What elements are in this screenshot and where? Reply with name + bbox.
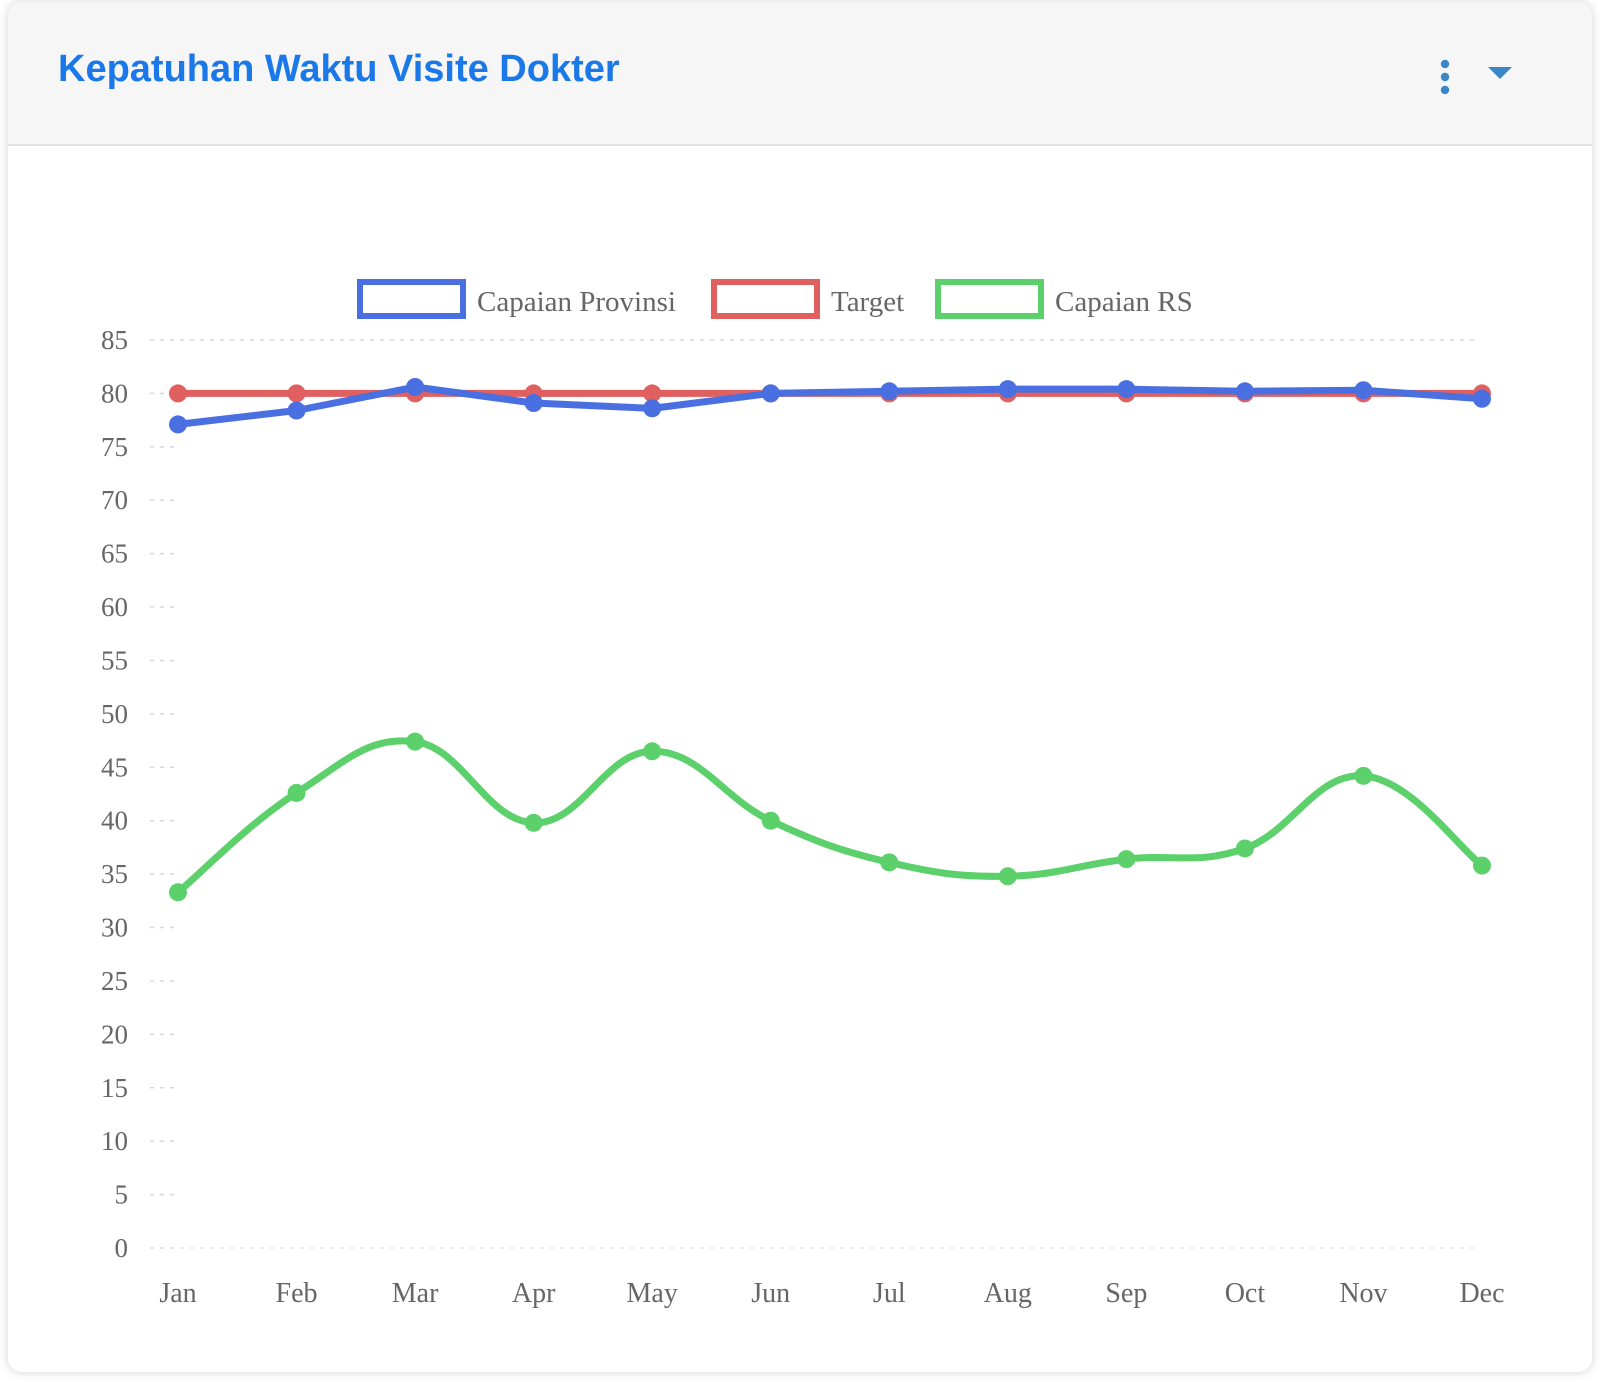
data-point-capaian-provinsi	[1117, 380, 1136, 399]
y-tick-label: 70	[101, 485, 128, 515]
y-tick-label: 35	[101, 859, 128, 889]
data-point-capaian-provinsi	[524, 394, 543, 413]
data-point-capaian-provinsi	[287, 401, 306, 420]
data-point-capaian-rs	[998, 867, 1017, 886]
y-tick-label: 75	[101, 432, 128, 462]
data-point-capaian-provinsi	[1354, 381, 1373, 400]
x-tick-label: Sep	[1105, 1278, 1147, 1309]
x-axis: Jan Feb Mar Apr May Jun Jul Aug Sep Oct Nov Dec	[159, 1278, 1504, 1309]
x-tick-label: Nov	[1339, 1278, 1387, 1309]
y-axis: 0 5 10 15 20 25 30 35 40 45 50 55 60 65 70 75 80 85	[101, 325, 128, 1263]
y-tick-label: 0	[115, 1233, 129, 1263]
card-header: Kepatuhan Waktu Visite Dokter	[8, 2, 1592, 146]
more-vertical-icon[interactable]	[1436, 58, 1454, 98]
x-tick-label: Oct	[1225, 1278, 1266, 1309]
y-tick-label: 5	[115, 1180, 129, 1210]
legend-swatch	[935, 279, 1044, 319]
data-point-capaian-provinsi	[761, 384, 780, 403]
grid-lines	[150, 339, 1480, 1249]
data-point-target	[169, 384, 187, 403]
data-point-capaian-rs	[1473, 856, 1491, 875]
legend-label: Target	[831, 286, 904, 318]
data-point-capaian-rs	[761, 811, 780, 830]
x-tick-label: Mar	[392, 1278, 439, 1309]
data-point-capaian-rs	[1117, 850, 1136, 869]
y-tick-label: 65	[101, 539, 128, 569]
x-tick-label: Apr	[512, 1278, 556, 1309]
legend-label: Capaian Provinsi	[477, 286, 676, 318]
data-point-capaian-rs	[406, 732, 425, 751]
data-point-capaian-provinsi	[998, 380, 1017, 399]
y-tick-label: 85	[101, 325, 128, 355]
data-point-capaian-provinsi	[880, 382, 899, 401]
series-line-capaian-provinsi	[174, 383, 1486, 428]
data-point-capaian-rs	[169, 883, 187, 902]
series-line-capaian-rs	[174, 737, 1486, 896]
data-point-capaian-provinsi	[643, 399, 662, 418]
y-tick-label: 40	[101, 806, 128, 836]
data-point-capaian-provinsi	[169, 415, 187, 434]
y-tick-label: 20	[101, 1019, 128, 1049]
chart-card: Kepatuhan Waktu Visite Dokter	[8, 2, 1592, 1372]
x-tick-label: Aug	[984, 1278, 1032, 1309]
y-tick-label: 50	[101, 699, 128, 729]
data-point-capaian-rs	[287, 783, 306, 802]
y-tick-label: 10	[101, 1126, 128, 1156]
legend-swatch	[711, 279, 820, 319]
x-tick-label: Feb	[276, 1278, 318, 1309]
card-title: Kepatuhan Waktu Visite Dokter	[58, 48, 620, 90]
data-point-capaian-provinsi	[1473, 389, 1491, 408]
x-tick-label: Dec	[1459, 1278, 1504, 1309]
y-tick-label: 55	[101, 645, 128, 675]
legend-swatch	[357, 279, 466, 319]
y-tick-label: 25	[101, 966, 128, 996]
x-tick-label: Jan	[159, 1278, 196, 1309]
data-point-capaian-rs	[880, 853, 899, 872]
legend: Capaian Provinsi Target Capaian RS	[357, 279, 1193, 319]
y-tick-label: 80	[101, 378, 128, 408]
data-point-capaian-rs	[1235, 839, 1254, 858]
data-point-capaian-rs	[1354, 766, 1373, 785]
y-tick-label: 60	[101, 592, 128, 622]
x-tick-label: Jun	[751, 1278, 790, 1309]
y-tick-label: 30	[101, 913, 128, 943]
y-tick-label: 45	[101, 752, 128, 782]
x-tick-label: Jul	[873, 1278, 906, 1309]
y-tick-label: 15	[101, 1073, 128, 1103]
legend-label: Capaian RS	[1055, 286, 1193, 318]
data-point-capaian-rs	[643, 742, 662, 761]
data-point-capaian-rs	[524, 813, 543, 832]
series-group	[169, 378, 1491, 902]
data-point-capaian-provinsi	[406, 378, 425, 397]
caret-down-icon[interactable]	[1486, 64, 1514, 82]
x-tick-label: May	[627, 1278, 678, 1309]
data-point-target	[287, 384, 306, 403]
data-point-capaian-provinsi	[1235, 382, 1254, 401]
data-point-target	[643, 384, 662, 403]
